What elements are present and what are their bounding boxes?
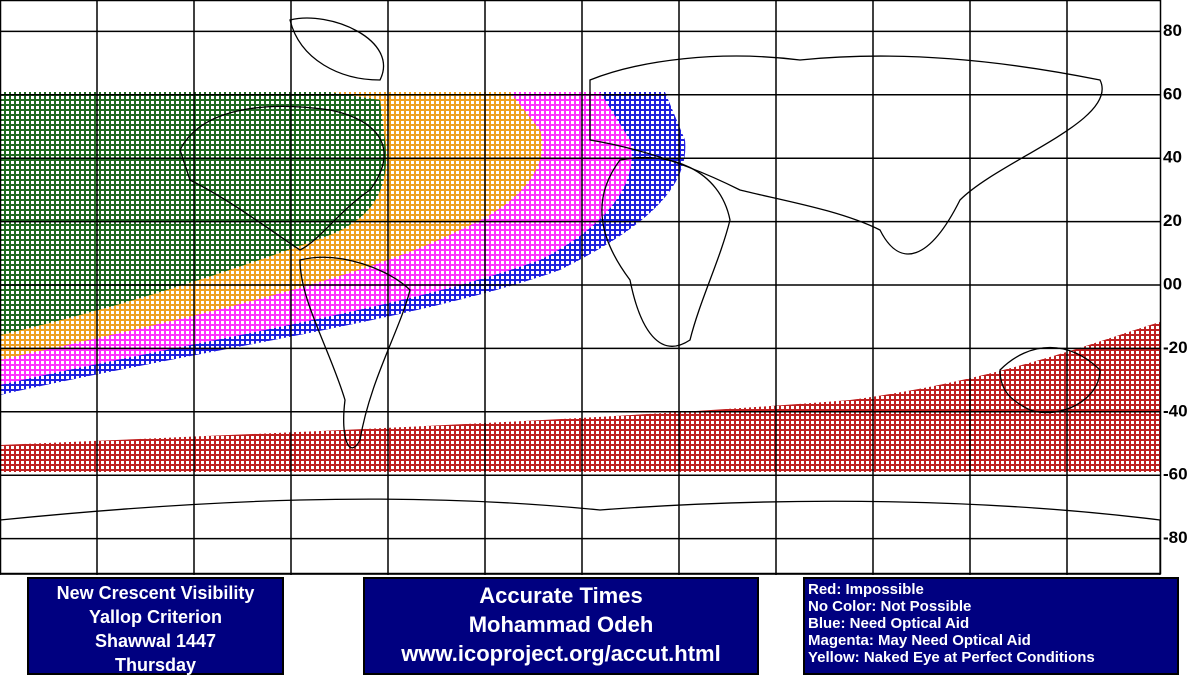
credit-panel: Accurate Times Mohammad Odeh www.icoprojec… — [363, 577, 759, 675]
lat-label: 20 — [1163, 211, 1182, 230]
lat-label: -40 — [1163, 401, 1188, 420]
panel-line: No Color: Not Possible — [808, 598, 972, 615]
lat-label: 80 — [1163, 21, 1182, 40]
panel-line: Thursday — [114, 655, 197, 675]
lat-label: -80 — [1163, 528, 1188, 547]
panel-line: www.icoproject.org/accut.html — [401, 641, 721, 666]
grid — [0, 0, 1160, 575]
red-zone — [0, 322, 1160, 472]
legend: Red: Impossible No Color: Not Possible Blu… — [803, 577, 1179, 675]
panel-line: New Crescent Visibility — [56, 583, 255, 603]
panel-line: Shawwal 1447 — [94, 631, 217, 651]
lat-label: -20 — [1163, 338, 1188, 357]
map: 80 60 40 20 00 -20 -40 -60 -80 — [0, 0, 1188, 575]
map-border — [0, 0, 1162, 575]
lat-label: 40 — [1163, 148, 1182, 167]
panel-line: Red: Impossible — [808, 581, 924, 598]
panel-line: Mohammad Odeh — [468, 612, 654, 637]
info-panel: New Crescent Visibility Yallop Criterion S… — [27, 577, 284, 675]
panel-line: Magenta: May Need Optical Aid — [808, 632, 1031, 649]
panel-line: Accurate Times — [479, 583, 643, 608]
lat-label: 00 — [1163, 274, 1182, 293]
lat-label: -60 — [1163, 465, 1188, 484]
panel-line: Yallop Criterion — [88, 607, 223, 627]
panel-line: Blue: Need Optical Aid — [808, 615, 970, 632]
panel-line: Yellow: Naked Eye at Perfect Conditions — [808, 649, 1095, 666]
lat-label: 60 — [1163, 84, 1182, 103]
